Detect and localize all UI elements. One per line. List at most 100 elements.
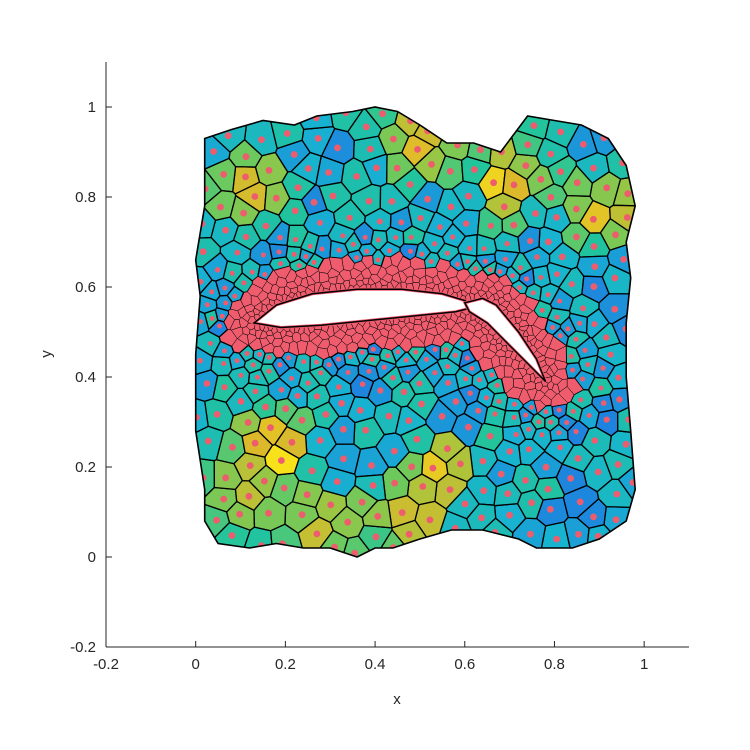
mesh-seed [510,181,518,189]
mesh-cell [292,332,302,343]
mesh-cell [353,260,368,273]
mesh-seed [524,276,530,282]
mesh-cell [404,328,418,340]
mesh-seed [557,168,564,176]
mesh-seed [612,231,619,239]
mesh-cell [305,264,319,277]
mesh-seed [467,390,473,396]
mesh-seed [209,289,215,295]
mesh-seed [424,195,431,203]
x-tick-label: 0.8 [544,656,565,673]
mesh-seed [255,374,260,380]
mesh-seed [590,243,598,250]
mesh-seed [221,361,227,367]
mesh-seed [224,132,232,140]
mesh-seed [557,444,563,451]
mesh-seed [590,513,597,521]
mesh-cell [195,369,219,403]
x-tick-label: 0.2 [275,656,296,673]
mesh-seed [267,424,274,431]
mesh-seed [222,226,230,234]
mesh-seed [484,395,489,401]
mesh-seed [217,323,222,329]
mesh-seed [238,372,244,378]
mesh-seed [294,184,302,192]
mesh-seed [340,425,347,433]
mesh-seed [573,233,580,241]
mesh-seed [623,214,631,221]
mesh-seed [229,270,235,276]
mesh-cell [603,505,636,557]
mesh-seed [567,475,574,482]
mesh-seed [310,199,318,206]
mesh-seed [222,285,228,291]
mesh-seed [214,267,221,273]
mesh-seed [554,314,560,320]
mesh-seed [548,419,554,425]
mesh-seed [370,346,376,352]
mesh-cell [271,356,291,378]
mesh-seed [494,382,500,388]
mesh-seed [347,354,353,360]
x-tick-label: 0.4 [365,656,386,673]
mesh-seed [524,141,532,149]
mesh-seed [455,261,461,267]
mesh-cell [195,340,214,384]
mesh-cell [575,336,600,360]
mesh-seed [336,356,342,362]
mesh-seed [480,487,488,495]
mesh-seed [444,250,450,256]
mesh-seed [557,333,563,339]
mesh-seed [574,455,582,462]
mesh-seed [611,305,619,313]
mesh-seed [500,203,508,211]
mesh-seed [463,376,469,382]
mesh-seed [379,110,386,118]
mesh-seed [528,404,534,410]
mesh-seed [265,509,272,517]
mesh-cell [300,230,320,255]
mesh-seed [624,190,632,198]
mesh-seed [523,412,529,418]
mesh-seed [558,253,566,261]
mesh-seed [570,408,576,414]
mesh-seed [262,403,269,411]
mesh-seed [568,353,574,359]
mesh-cell [213,459,243,491]
mesh-seed [249,269,255,275]
mesh-seed [286,355,292,361]
mesh-cell [498,274,513,287]
mesh-seed [304,165,312,172]
mesh-seed [277,362,283,368]
mesh-seed [398,219,405,226]
mesh-seed [303,254,309,259]
mesh-seed [444,445,451,452]
mesh-cell [541,332,554,349]
mesh-seed [318,370,324,376]
mesh-seed [317,219,323,226]
mesh-seed [403,357,409,363]
mesh-cell [390,250,404,268]
mesh-seed [465,423,472,431]
mesh-seed [545,238,552,246]
mesh-seed [316,437,324,444]
mesh-cell [369,274,381,284]
mesh-seed [228,532,236,539]
mesh-cell [466,109,496,164]
mesh-seed [359,381,366,388]
mesh-seed [429,464,437,472]
mesh-seed [467,245,473,251]
mesh-seed [580,141,587,148]
mesh-seed [240,209,248,217]
mesh-seed [221,384,228,391]
mesh-cell [488,285,498,295]
mesh-seed [350,241,356,247]
mesh-seed [204,302,210,308]
mesh-cell [210,355,233,377]
mesh-seed [542,463,550,471]
mesh-seed [547,150,555,158]
mesh-seed [590,283,598,290]
mesh-seed [326,362,332,368]
mesh-seed [362,426,370,434]
mesh-seed [476,377,482,383]
